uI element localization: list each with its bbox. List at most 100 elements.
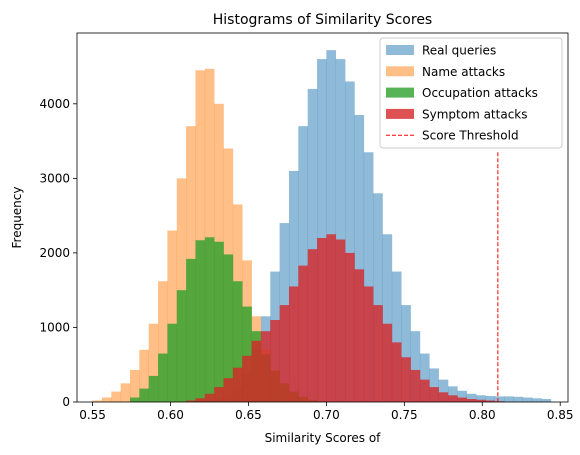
histogram-bar [494, 396, 505, 402]
histogram-bar [251, 340, 262, 402]
x-axis: 0.55 0.60 0.65 0.70 0.75 0.80 0.85 [79, 402, 574, 422]
histogram-bar [120, 383, 131, 402]
histogram-bar [410, 331, 421, 402]
y-tick-label: 0 [62, 395, 70, 409]
legend-label: Symptom attacks [422, 107, 528, 121]
y-tick-label: 2000 [39, 246, 70, 260]
histogram-bar [242, 306, 252, 402]
y-tick-label: 3000 [39, 171, 70, 185]
histogram-bar [391, 342, 402, 402]
histogram-bar [232, 367, 243, 402]
histogram-bar [298, 126, 308, 402]
histogram-bar [195, 240, 206, 402]
legend-swatch [386, 87, 414, 98]
legend-swatch [386, 45, 414, 55]
y-tick-label: 4000 [39, 97, 70, 111]
legend-label: Score Threshold [422, 129, 519, 143]
histogram-bar [401, 305, 411, 402]
histogram-bar [158, 281, 168, 402]
histogram-bar [204, 237, 215, 402]
histogram-bar [288, 286, 299, 402]
histogram-bar [363, 286, 374, 402]
histogram-bar [345, 81, 355, 403]
histogram-bar [129, 369, 140, 402]
legend-box [379, 37, 563, 149]
histogram-bar [401, 357, 411, 402]
histogram-bar [214, 241, 224, 402]
histogram-bar [391, 271, 402, 402]
chart-title: Histograms of Similarity Scores [213, 12, 432, 28]
legend: Real queries Name attacks Occupation attac… [379, 37, 563, 149]
y-tick-label: 1000 [39, 320, 70, 334]
histogram-bar [279, 305, 290, 402]
y-axis-label: Frequency [10, 187, 24, 249]
histogram-bar [419, 379, 430, 402]
histogram-bar [317, 238, 327, 402]
histogram-bar [354, 269, 365, 402]
histogram-bar [438, 379, 449, 402]
histogram-bar [195, 398, 206, 402]
histogram-bar [223, 254, 234, 402]
legend-label: Name attacks [422, 65, 505, 79]
histogram-bar [429, 368, 439, 402]
histogram-bar [167, 230, 178, 402]
histogram-bar [373, 305, 383, 402]
histogram-bar [242, 355, 252, 402]
histogram-bar [223, 378, 234, 402]
histogram-bar [148, 323, 159, 402]
histogram-bar [504, 396, 514, 402]
histogram-bar [363, 152, 374, 402]
histogram-bar [345, 252, 355, 402]
x-tick-label: 0.85 [547, 408, 574, 422]
x-tick-label: 0.65 [235, 408, 262, 422]
histogram-bar [429, 387, 439, 402]
histogram-bar [326, 234, 337, 402]
histogram-bar [288, 170, 299, 402]
histogram-bar [335, 59, 346, 402]
x-tick-label: 0.80 [469, 408, 496, 422]
legend-label: Occupation attacks [422, 86, 538, 100]
histogram-bar [419, 353, 430, 402]
histogram-bar [195, 70, 206, 402]
histogram-bar [466, 393, 477, 402]
histogram-bar [101, 397, 112, 402]
histogram-bar [307, 88, 318, 402]
x-tick-label: 0.75 [391, 408, 418, 422]
histogram-bar [485, 400, 496, 402]
x-axis-label: Similarity Scores of [265, 431, 382, 445]
histogram-bar [485, 396, 496, 402]
x-tick-label: 0.55 [79, 408, 106, 422]
histogram-bar [139, 349, 150, 402]
histogram-bar [541, 399, 552, 402]
histogram-bar [476, 399, 486, 402]
histogram-bar [513, 396, 524, 402]
histogram-bar [186, 400, 196, 402]
histogram-bar [476, 395, 486, 402]
plot-frame [76, 32, 569, 403]
histogram-bar [92, 400, 103, 402]
histogram-bar [457, 390, 467, 402]
histogram-bar [214, 387, 224, 402]
histogram-bar [326, 50, 337, 403]
histogram-bar [438, 392, 449, 402]
histogram-bar [307, 249, 318, 402]
legend-swatch [386, 66, 414, 77]
x-tick-label: 0.60 [157, 408, 184, 422]
histogram-bar [298, 265, 308, 402]
histogram-bar [111, 391, 121, 402]
histogram-bar [466, 399, 477, 402]
y-axis: 0 1000 2000 3000 4000 [39, 97, 77, 409]
legend-label: Real queries [422, 44, 496, 58]
histogram-bar [373, 193, 383, 402]
histogram-bar [382, 234, 393, 402]
histogram-bar [260, 331, 271, 402]
histogram-bar [270, 320, 280, 402]
histogram-bar [186, 258, 196, 402]
x-tick-label: 0.70 [313, 408, 340, 422]
histogram-bar [129, 397, 140, 402]
histogram-bar [457, 397, 467, 402]
histogram-bar [447, 386, 458, 402]
histogram-bar [382, 323, 393, 402]
histogram-bar [158, 353, 168, 402]
